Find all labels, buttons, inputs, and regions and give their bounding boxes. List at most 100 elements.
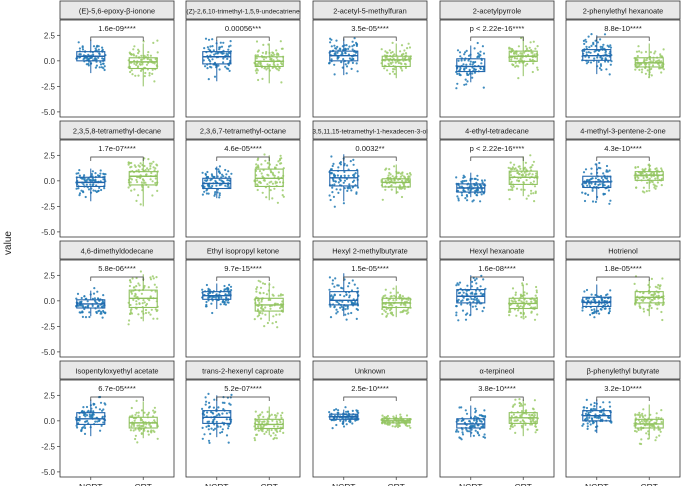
box-iqr (128, 57, 158, 70)
data-point (525, 283, 528, 286)
data-point (473, 192, 477, 195)
facet-strip (565, 360, 681, 380)
facet-title: 2-acetylpyrrole (473, 7, 521, 16)
data-point (134, 417, 137, 420)
data-point (608, 310, 611, 313)
data-point (146, 167, 149, 170)
data-point (333, 285, 336, 288)
data-point (516, 57, 519, 60)
data-point (525, 179, 528, 182)
data-point (331, 282, 334, 285)
data-point (655, 171, 659, 175)
data-point (227, 427, 230, 430)
data-point (464, 51, 467, 54)
data-point (221, 52, 224, 55)
data-point (260, 426, 263, 429)
data-point (581, 309, 584, 312)
data-point (345, 44, 348, 47)
data-point (523, 171, 526, 174)
data-point (605, 169, 608, 172)
significance-bracket (216, 36, 270, 41)
data-point (595, 416, 598, 419)
data-point (652, 59, 655, 62)
data-point (381, 307, 384, 311)
data-point (209, 60, 212, 63)
data-point (585, 302, 589, 305)
data-point (101, 48, 104, 52)
data-point (137, 194, 140, 197)
data-point (273, 166, 277, 169)
data-point (148, 72, 151, 75)
box-iqr (329, 291, 359, 306)
data-point (482, 306, 486, 309)
data-point (531, 164, 534, 167)
data-point (208, 441, 211, 444)
data-point (587, 193, 590, 196)
data-point (476, 174, 479, 177)
data-point (476, 194, 479, 197)
data-point (137, 52, 140, 55)
data-point (339, 163, 342, 166)
data-point (103, 187, 106, 190)
data-point (206, 178, 209, 182)
facet-strip (312, 240, 428, 260)
data-point (269, 189, 272, 192)
data-point (149, 276, 152, 279)
data-point (400, 67, 403, 70)
data-point (588, 179, 591, 182)
data-point (650, 293, 653, 297)
data-point (530, 192, 533, 195)
facet-title: 4-methyl-3-pentene-2-one (580, 127, 665, 136)
facet-panel: 4,6-dimethyldodecane2.50.0-2.5-5.05.8e-0… (41, 240, 175, 358)
data-point (517, 45, 521, 48)
data-point (396, 424, 399, 427)
data-point (530, 51, 533, 54)
data-point (585, 406, 589, 410)
facet-title: 4-ethyl-tetradecane (465, 127, 529, 136)
data-point (207, 78, 210, 81)
data-point (218, 165, 221, 168)
data-point (460, 185, 463, 188)
data-point (455, 428, 458, 432)
data-point (102, 62, 105, 65)
data-point (348, 294, 351, 297)
data-point (525, 47, 529, 50)
facet-title: 3,5,11,15-tetramethyl-1-hexadecen-3-ol (312, 129, 428, 136)
data-point (342, 181, 345, 184)
data-point (140, 292, 143, 295)
data-point (266, 321, 269, 325)
data-point (265, 50, 268, 54)
facet-strip (312, 0, 428, 20)
data-point (528, 303, 531, 306)
data-point (276, 412, 279, 415)
data-point (265, 196, 268, 199)
data-point (272, 315, 275, 318)
data-point (641, 412, 644, 415)
facet-strip (312, 120, 428, 140)
data-point (143, 429, 146, 432)
facet-strip (439, 120, 555, 140)
data-point (522, 51, 526, 54)
data-point (93, 297, 96, 300)
data-point (129, 166, 132, 169)
data-point (91, 170, 94, 173)
data-point (99, 401, 103, 404)
data-point (385, 56, 388, 59)
data-point (333, 183, 336, 186)
data-point (637, 176, 640, 180)
data-point (98, 309, 101, 312)
data-point (517, 305, 521, 308)
data-point (658, 434, 661, 437)
data-point (264, 313, 267, 316)
data-point (399, 175, 402, 178)
data-point (460, 180, 463, 183)
data-point (582, 171, 586, 174)
data-point (522, 419, 525, 422)
data-point (634, 414, 637, 417)
data-point (139, 176, 142, 180)
data-point (222, 408, 225, 411)
data-point (478, 53, 481, 56)
p-value-label: 3.5e-05**** (351, 24, 389, 33)
data-point (464, 78, 467, 81)
data-point (149, 425, 153, 428)
